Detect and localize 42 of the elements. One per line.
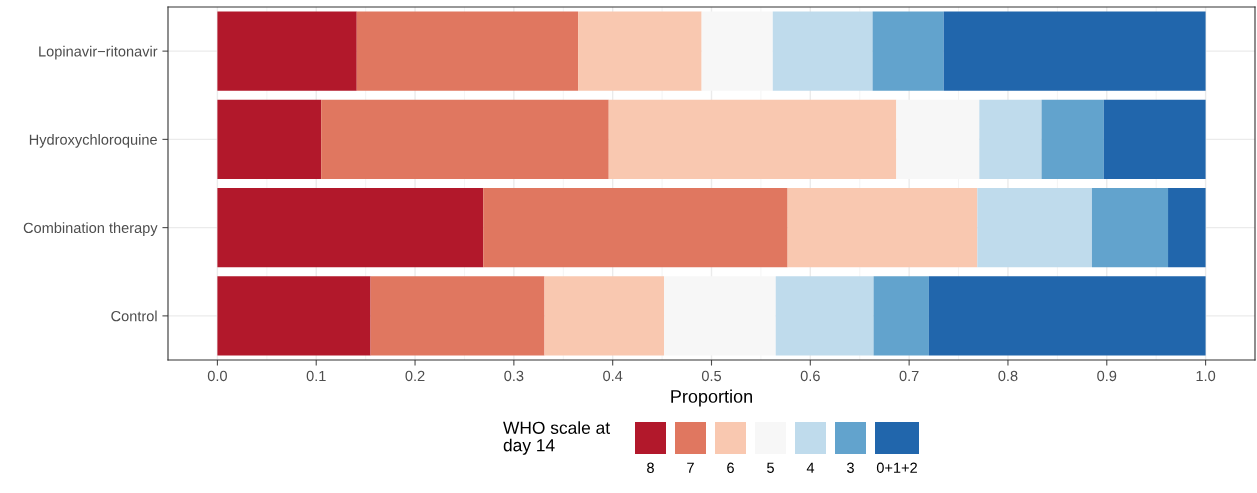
legend-label: 8 [647,462,654,473]
bar [1103,99,1206,180]
bar [321,99,609,180]
x-tick-label: 0.1 [306,370,326,382]
bar [217,99,322,180]
bar [483,187,788,268]
y-tick-label: Lopinavir−ritonavir [39,45,158,60]
bar [370,276,545,356]
bar [1168,187,1206,268]
legend-label: 7 [687,462,694,473]
x-tick-label: 0.7 [899,370,919,382]
x-axis-title: Proportion [671,389,752,407]
y-tick-label: Combination therapy [23,222,158,236]
x-tick-label: 0.6 [800,370,820,382]
bar [872,11,944,91]
x-tick-label: 0.9 [1097,370,1117,382]
x-tick-label: 0.3 [504,370,524,382]
bar [217,187,484,268]
legend-label: 6 [727,462,734,473]
x-tick-label: 0.5 [701,370,722,382]
bar [977,187,1092,268]
bar [787,187,978,268]
legend-label: 0+1+2 [876,462,917,473]
legend-label: 5 [767,462,774,473]
x-tick-label: 0.8 [998,370,1018,382]
bar [1091,187,1169,268]
y-tick-label: Control [111,310,157,322]
bar [356,11,579,91]
x-tick-label: 0.4 [603,370,623,382]
bar [217,11,357,91]
x-tick-label: 0.0 [207,370,227,382]
legend-title: WHO scale at day 14 [503,421,610,455]
legend-label: 3 [847,462,854,473]
bar [943,11,1206,91]
y-tick-label: Hydroxychloroquine [29,134,157,148]
bar [217,276,371,356]
bar [1041,99,1104,180]
x-tick-label: 1.0 [1196,370,1216,382]
x-tick-label: 0.2 [405,370,425,382]
legend-label: 4 [806,462,815,473]
bar [873,276,929,356]
bar [928,276,1206,356]
